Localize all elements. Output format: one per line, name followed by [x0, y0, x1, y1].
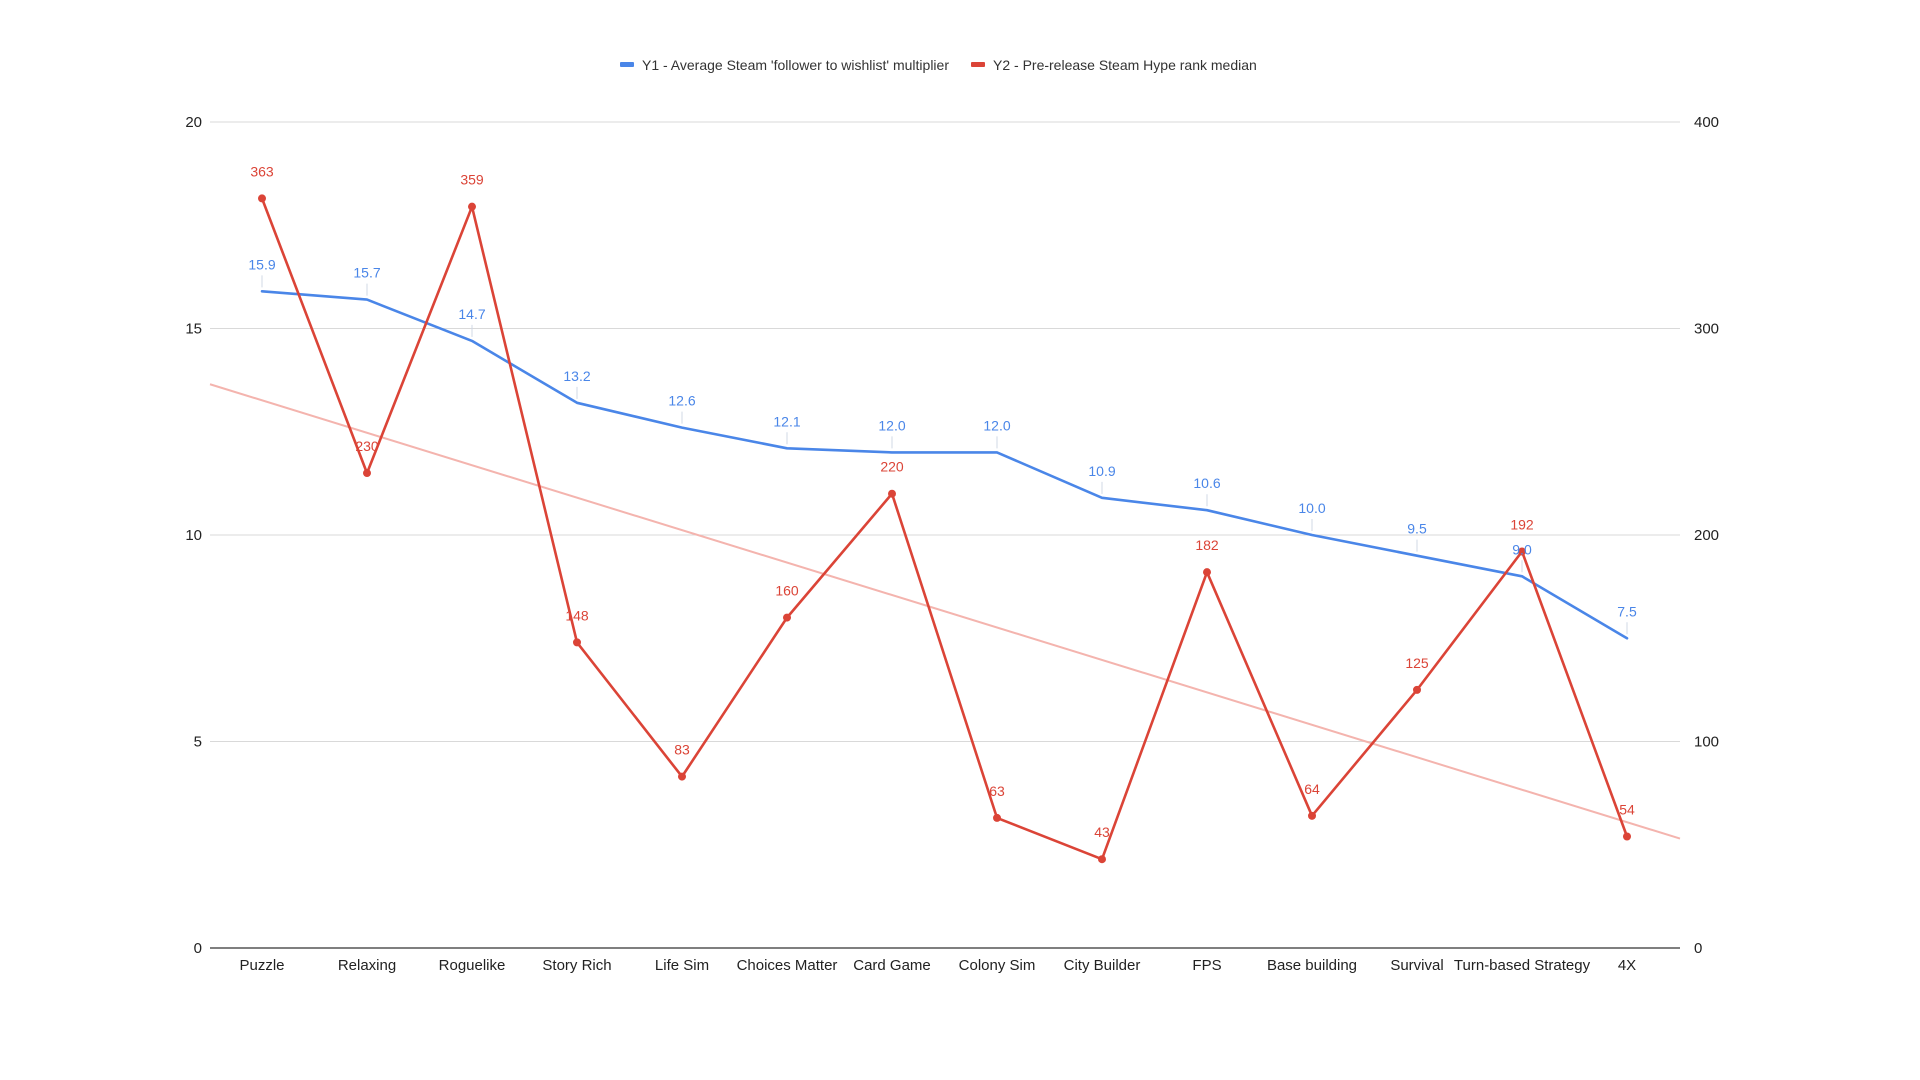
data-label: 125: [1405, 655, 1429, 671]
trendline: [209, 383, 1681, 840]
data-point: [573, 638, 581, 647]
data-label: 148: [565, 607, 589, 623]
left-axis-tick-label: 15: [185, 321, 202, 338]
data-label-layer: 15.9 15.7 14.7 13.2 12.6 12.1 12.0 12.0 10.9 10.6…: [248, 163, 1637, 840]
right-axis-tick-label: 200: [1694, 527, 1719, 544]
data-label: 192: [1510, 517, 1534, 533]
data-label: 10.0: [1298, 500, 1325, 516]
data-label: 10.6: [1193, 475, 1220, 491]
legend: Y1 - Average Steam 'follower to wishlist…: [620, 57, 1257, 73]
data-label: 230: [355, 438, 379, 454]
x-axis-category-label: Survival: [1390, 957, 1443, 974]
data-label: 7.5: [1617, 603, 1637, 619]
data-point: [1623, 832, 1631, 841]
data-label: 160: [775, 583, 799, 599]
x-axis-category-label: FPS: [1192, 957, 1221, 974]
left-axis-tick-label: 0: [194, 940, 202, 957]
series-layer: [258, 194, 1631, 864]
data-label: 182: [1195, 537, 1219, 553]
data-label: 43: [1094, 824, 1110, 840]
left-axis-tick-label: 10: [185, 527, 202, 544]
left-axis-tick-label: 20: [185, 114, 202, 131]
data-point: [468, 202, 476, 211]
legend-entry: Y1 - Average Steam 'follower to wishlist…: [642, 57, 949, 73]
right-axis-tick-label: 400: [1694, 114, 1719, 131]
data-label: 359: [460, 172, 484, 188]
x-axis-category-label: Turn-based Strategy: [1454, 957, 1591, 974]
gridlines: [210, 121, 1680, 742]
data-label: 12.0: [983, 417, 1010, 433]
legend-swatch: [620, 62, 634, 67]
data-point: [993, 813, 1001, 822]
right-axis-tick-label: 0: [1694, 940, 1702, 957]
data-label: 9.0: [1512, 541, 1532, 557]
x-axis-category-label: Colony Sim: [959, 957, 1036, 974]
x-axis-category-label: Card Game: [853, 957, 931, 974]
data-point: [1203, 568, 1211, 577]
series-line-1: [260, 290, 1629, 640]
data-label: 14.7: [458, 306, 485, 322]
data-label: 83: [674, 742, 690, 758]
data-label: 13.2: [563, 368, 590, 384]
legend-entry: Y2 - Pre-release Steam Hype rank median: [993, 57, 1257, 73]
legend-swatch: [971, 62, 985, 67]
x-axis-category-label: Relaxing: [338, 957, 396, 974]
data-label: 15.7: [353, 265, 380, 281]
data-label: 54: [1619, 801, 1635, 817]
left-axis-tick-label: 5: [194, 734, 202, 751]
data-point: [678, 772, 686, 781]
trendline-layer: [209, 383, 1681, 840]
data-label: 363: [250, 163, 274, 179]
x-axis-category-label: City Builder: [1064, 957, 1141, 974]
series-line-2: [260, 197, 1629, 861]
data-label: 9.5: [1407, 521, 1427, 537]
right-axis-tick-label: 300: [1694, 321, 1719, 338]
data-point: [1098, 855, 1106, 864]
right-axis-tick-label: 100: [1694, 734, 1719, 751]
x-axis-category-label: Roguelike: [439, 957, 506, 974]
x-axis-category-label: Life Sim: [655, 957, 709, 974]
x-axis-category-label: Base building: [1267, 957, 1357, 974]
data-label: 12.0: [878, 417, 905, 433]
data-point: [363, 469, 371, 478]
x-axis-category-label: 4X: [1618, 957, 1636, 974]
x-axis-category-label: Story Rich: [542, 957, 611, 974]
data-point: [1518, 547, 1526, 556]
data-label: 64: [1304, 781, 1320, 797]
data-label: 12.6: [668, 393, 695, 409]
data-label: 220: [880, 459, 904, 475]
data-point: [888, 489, 896, 498]
data-point: [258, 194, 266, 203]
data-label: 15.9: [248, 256, 275, 272]
x-axis-category-label: Choices Matter: [737, 957, 838, 974]
x-axis-category-label: Puzzle: [239, 957, 284, 974]
data-label: 63: [989, 783, 1005, 799]
data-label: 12.1: [773, 413, 800, 429]
data-point: [1413, 685, 1421, 694]
data-point: [783, 613, 791, 622]
data-point: [1308, 811, 1316, 820]
data-label: 10.9: [1088, 463, 1115, 479]
